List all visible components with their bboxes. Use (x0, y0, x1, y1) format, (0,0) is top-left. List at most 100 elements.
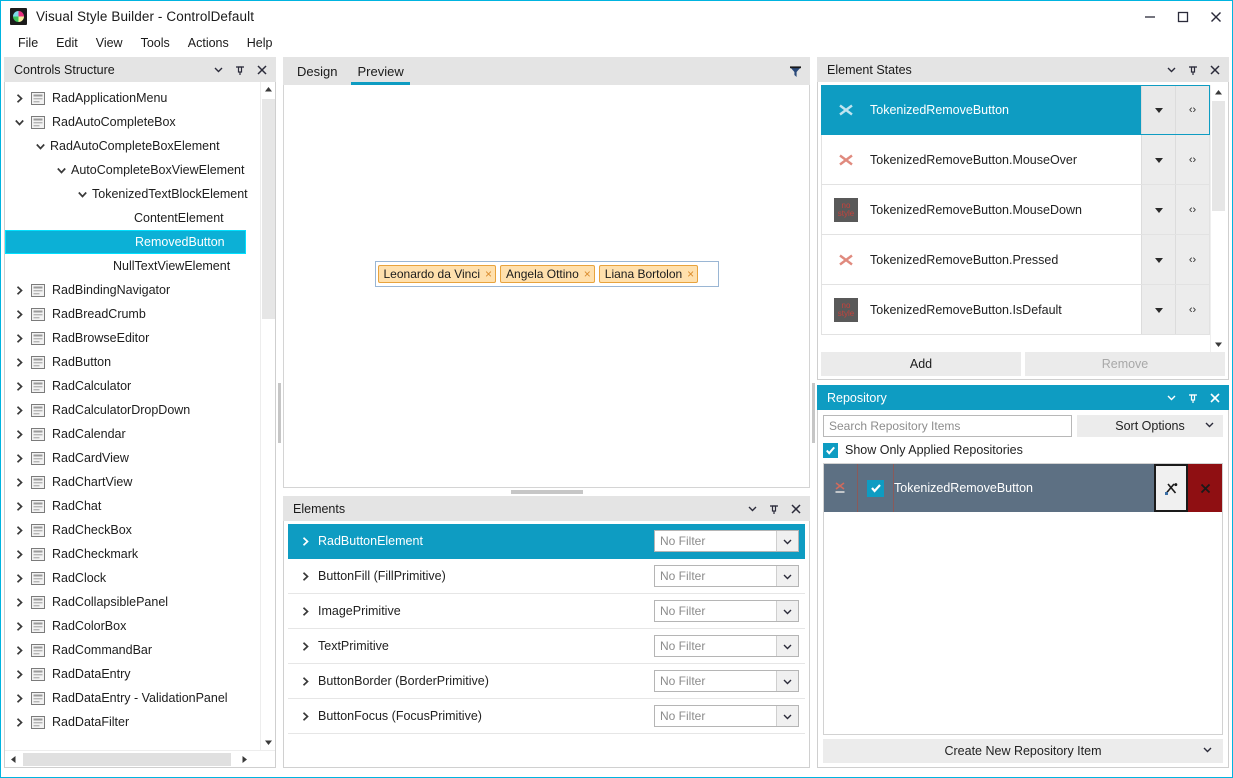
show-applied-checkbox-row[interactable]: Show Only Applied Repositories (823, 437, 1223, 463)
tree-node[interactable]: RadChartView (5, 470, 260, 494)
tree-node[interactable]: RadBrowseEditor (5, 326, 260, 350)
tree-node[interactable]: AutoCompleteBoxViewElement (5, 158, 260, 182)
tree-node[interactable]: RadCollapsiblePanel (5, 590, 260, 614)
chevron-right-icon[interactable] (292, 606, 318, 617)
chevron-right-icon[interactable] (9, 717, 29, 728)
tree-hscroll-thumb[interactable] (23, 753, 231, 766)
element-states-list[interactable]: TokenizedRemoveButton ‹› TokenizedRemoveBu… (821, 85, 1210, 352)
tree-node[interactable]: RadCalculator (5, 374, 260, 398)
tree-node[interactable]: RadClock (5, 566, 260, 590)
chevron-down-icon[interactable] (776, 531, 798, 551)
element-state-row[interactable]: TokenizedRemoveButton.Pressed ‹› (821, 235, 1210, 285)
scroll-left-icon[interactable] (5, 751, 22, 768)
tree-node[interactable]: RadCheckmark (5, 542, 260, 566)
add-state-button[interactable]: Add (821, 352, 1021, 376)
remove-state-button[interactable]: Remove (1025, 352, 1225, 376)
scroll-up-icon[interactable] (1211, 85, 1226, 100)
caret-down-icon[interactable] (1141, 185, 1175, 234)
edit-code-icon[interactable]: ‹› (1175, 185, 1209, 234)
scroll-up-icon[interactable] (261, 82, 276, 97)
tools-icon[interactable] (1154, 464, 1188, 512)
chevron-right-icon[interactable] (9, 645, 29, 656)
chevron-down-icon[interactable] (741, 498, 763, 519)
caret-down-icon[interactable] (1141, 235, 1175, 284)
caret-down-icon[interactable] (1141, 86, 1175, 134)
chevron-right-icon[interactable] (9, 573, 29, 584)
tree-node[interactable]: RadCommandBar (5, 638, 260, 662)
autocomplete-box-preview[interactable]: Leonardo da Vinci × Angela Ottino × Liana Bo… (374, 261, 719, 287)
tree-node[interactable]: RadCalendar (5, 422, 260, 446)
tree-node[interactable]: RadCheckBox (5, 518, 260, 542)
tree-node[interactable]: RadAutoCompleteBoxElement (5, 134, 260, 158)
repository-item-checkbox[interactable] (858, 464, 894, 512)
tree-node[interactable]: RadDataEntry - ValidationPanel (5, 686, 260, 710)
chevron-down-icon[interactable] (776, 601, 798, 621)
close-icon[interactable] (1204, 387, 1226, 408)
menu-view[interactable]: View (95, 35, 123, 50)
chevron-down-icon[interactable] (776, 706, 798, 726)
chevron-right-icon[interactable] (9, 597, 29, 608)
tree-node-selected[interactable]: RemovedButton (5, 230, 246, 254)
close-icon[interactable] (1199, 1, 1232, 32)
token-chip[interactable]: Liana Bortolon × (598, 265, 699, 283)
chevron-down-icon[interactable] (776, 636, 798, 656)
element-filter-dropdown[interactable]: No Filter (654, 530, 799, 552)
token-chip[interactable]: Angela Ottino × (500, 265, 595, 283)
tree-node[interactable]: RadCardView (5, 446, 260, 470)
element-row[interactable]: ImagePrimitive No Filter (288, 594, 805, 629)
tree-vertical-scrollbar[interactable] (260, 82, 275, 750)
chevron-right-icon[interactable] (9, 453, 29, 464)
chevron-right-icon[interactable] (9, 693, 29, 704)
elements-list[interactable]: RadButtonElement No Filter ButtonFill (Fil… (283, 521, 810, 768)
states-vertical-scrollbar[interactable] (1210, 85, 1225, 352)
pin-icon[interactable] (229, 59, 251, 80)
close-icon[interactable] (785, 498, 807, 519)
chevron-down-icon[interactable] (1160, 387, 1182, 408)
edit-code-icon[interactable]: ‹› (1175, 135, 1209, 184)
right-splitter[interactable] (810, 57, 817, 768)
tree-node[interactable]: RadCalculatorDropDown (5, 398, 260, 422)
element-state-row[interactable]: no style TokenizedRemoveButton.MouseDown ‹› (821, 185, 1210, 235)
chevron-right-icon[interactable] (9, 405, 29, 416)
chevron-right-icon[interactable] (9, 285, 29, 296)
close-icon[interactable] (251, 59, 273, 80)
chevron-down-icon[interactable] (30, 141, 50, 152)
scroll-down-icon[interactable] (261, 735, 276, 750)
tree-scroll-thumb[interactable] (262, 99, 275, 319)
element-filter-dropdown[interactable]: No Filter (654, 600, 799, 622)
funnel-icon[interactable] (780, 57, 810, 85)
chevron-right-icon[interactable] (9, 93, 29, 104)
edit-code-icon[interactable]: ‹› (1175, 285, 1209, 334)
sort-options-dropdown[interactable]: Sort Options (1077, 415, 1223, 437)
chevron-right-icon[interactable] (9, 357, 29, 368)
chevron-right-icon[interactable] (9, 309, 29, 320)
element-filter-dropdown[interactable]: No Filter (654, 635, 799, 657)
chevron-right-icon[interactable] (292, 711, 318, 722)
chevron-right-icon[interactable] (9, 501, 29, 512)
close-icon[interactable] (1188, 464, 1222, 512)
minimize-icon[interactable] (1133, 1, 1166, 32)
tree-horizontal-scrollbar[interactable] (5, 750, 275, 767)
chevron-right-icon[interactable] (292, 571, 318, 582)
edit-code-icon[interactable]: ‹› (1175, 235, 1209, 284)
chevron-right-icon[interactable] (9, 381, 29, 392)
token-remove-icon[interactable]: × (687, 267, 695, 281)
pin-icon[interactable] (763, 498, 785, 519)
tree-node[interactable]: RadChat (5, 494, 260, 518)
edit-code-icon[interactable]: ‹› (1175, 86, 1209, 134)
chevron-right-icon[interactable] (292, 676, 318, 687)
element-row[interactable]: TextPrimitive No Filter (288, 629, 805, 664)
tree-node[interactable]: RadColorBox (5, 614, 260, 638)
tree-node[interactable]: NullTextViewElement (5, 254, 260, 278)
maximize-icon[interactable] (1166, 1, 1199, 32)
tab-preview[interactable]: Preview (347, 57, 413, 85)
element-state-row[interactable]: TokenizedRemoveButton ‹› (821, 85, 1210, 135)
chevron-right-icon[interactable] (9, 333, 29, 344)
element-row[interactable]: ButtonBorder (BorderPrimitive) No Filter (288, 664, 805, 699)
tab-design[interactable]: Design (297, 63, 338, 79)
element-filter-dropdown[interactable]: No Filter (654, 670, 799, 692)
token-remove-icon[interactable]: × (485, 267, 493, 281)
chevron-right-icon[interactable] (292, 536, 318, 547)
chevron-down-icon[interactable] (1160, 59, 1182, 80)
caret-down-icon[interactable] (1141, 135, 1175, 184)
